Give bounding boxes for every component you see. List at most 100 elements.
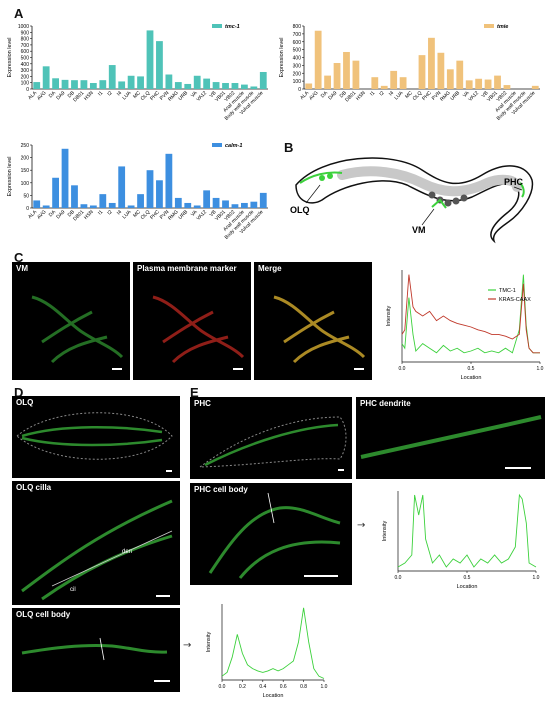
micrograph-olq: OLQ [12, 396, 180, 478]
x-tick-label: LUA [121, 209, 133, 221]
bar [33, 200, 41, 208]
bar [71, 80, 78, 89]
x-tick-label: 0.8 [300, 684, 307, 690]
bar [503, 85, 511, 89]
x-tick-label: VB [209, 209, 218, 218]
bar [380, 85, 388, 89]
x-tick-label: VA12 [467, 90, 480, 103]
x-tick-label: URB [177, 209, 189, 221]
micrograph-label-merge: Merge [258, 264, 282, 273]
y-tick-label: 800 [21, 37, 30, 43]
y-tick-label: 50 [23, 193, 29, 199]
y-tick-label: 500 [21, 56, 30, 62]
x-tick-label: 0.0 [395, 575, 402, 581]
series-line [401, 274, 540, 354]
y-tick-label: 300 [21, 68, 30, 74]
bar [465, 80, 473, 89]
y-tick-label: 100 [293, 79, 302, 85]
y-axis-label: Expression level [279, 37, 285, 77]
label-cil: cil [70, 587, 76, 593]
panel-letter-b: B [284, 140, 294, 155]
x-tick-label: OLQ [140, 90, 152, 102]
x-tick-label: DA [320, 90, 330, 100]
panel-letter-a: A [14, 6, 24, 21]
x-tick-label: 0.5 [468, 366, 475, 372]
x-tick-label: 0.0 [399, 366, 406, 372]
bar [137, 194, 144, 208]
x-tick-label: LUA [393, 90, 405, 102]
y-tick-label: 400 [293, 56, 302, 62]
bar [241, 84, 248, 89]
y-axis-label: Intensity [382, 521, 388, 542]
bar [174, 82, 182, 89]
bar [203, 78, 211, 89]
x-tick-label: AVG [36, 209, 48, 221]
legend-swatch [484, 24, 494, 28]
x-tick-label: DB [339, 90, 349, 100]
x-tick-label: 0.5 [464, 575, 471, 581]
bar [305, 83, 313, 89]
x-tick-label: ALA [27, 90, 38, 101]
bar [437, 52, 445, 89]
bar [184, 83, 192, 89]
y-tick-label: 200 [21, 74, 30, 80]
x-tick-label: I2 [106, 209, 113, 216]
x-tick-label: MC [404, 90, 414, 100]
bar [484, 79, 492, 89]
x-tick-label: 1.0 [533, 575, 540, 581]
bar [184, 202, 192, 208]
micrograph-phc-dendrite: PHC dendrite [356, 397, 545, 479]
x-tick-label: HSN [83, 209, 95, 221]
y-tick-label: 0 [26, 87, 29, 93]
legend-label: tmie [497, 24, 508, 30]
bar [231, 83, 239, 89]
y-tick-label: 200 [21, 156, 30, 162]
y-tick-label: 100 [21, 81, 30, 87]
bar [231, 204, 239, 208]
x-tick-label: PVN [159, 90, 171, 102]
x-tick-label: AVG [36, 90, 48, 102]
micrograph-label-phc: PHC [194, 399, 211, 408]
x-tick-label: I2 [378, 90, 385, 97]
x-tick-label: PVN [431, 90, 443, 102]
x-tick-label: 0.6 [280, 684, 287, 690]
x-tick-label: DA9 [55, 90, 66, 101]
series-line [397, 493, 537, 568]
bar [42, 205, 50, 208]
y-axis-label: Expression level [7, 37, 13, 77]
legend-label: tmc-1 [225, 24, 240, 30]
x-tick-label: HSN [355, 90, 367, 102]
bar [80, 80, 88, 89]
bar [343, 51, 350, 89]
bar [118, 166, 126, 208]
x-tick-label: I1 [97, 90, 104, 97]
bar [61, 148, 69, 208]
x-tick-label: OLQ [140, 209, 152, 221]
y-tick-label: 200 [293, 71, 302, 77]
x-tick-label: PVN [159, 209, 171, 221]
micrograph-olq-cilia: OLQ cilla den cil [12, 481, 180, 605]
olq-intensity-plot: 0.0 0.2 0.4 0.6 0.8 1.0 Location Intensity [206, 604, 328, 699]
x-tick-label: PHC [421, 90, 433, 102]
x-tick-label: DA9 [55, 209, 66, 220]
bar [352, 60, 360, 89]
bar [193, 205, 201, 208]
x-tick-label: I1 [97, 209, 104, 216]
x-tick-label: VA [190, 90, 199, 99]
legend-swatch [212, 24, 222, 28]
bar [71, 185, 78, 208]
bar [146, 30, 154, 89]
bar [127, 205, 135, 208]
bar [250, 201, 258, 208]
bar [203, 190, 211, 208]
x-tick-label: URB [449, 90, 461, 102]
x-tick-label: AVG [308, 90, 320, 102]
bar [390, 70, 398, 89]
x-tick-label: VB [481, 90, 490, 99]
x-tick-label: I2 [106, 90, 113, 97]
x-tick-label: VB [209, 90, 218, 99]
legend-label: TMC-1 [499, 288, 516, 294]
